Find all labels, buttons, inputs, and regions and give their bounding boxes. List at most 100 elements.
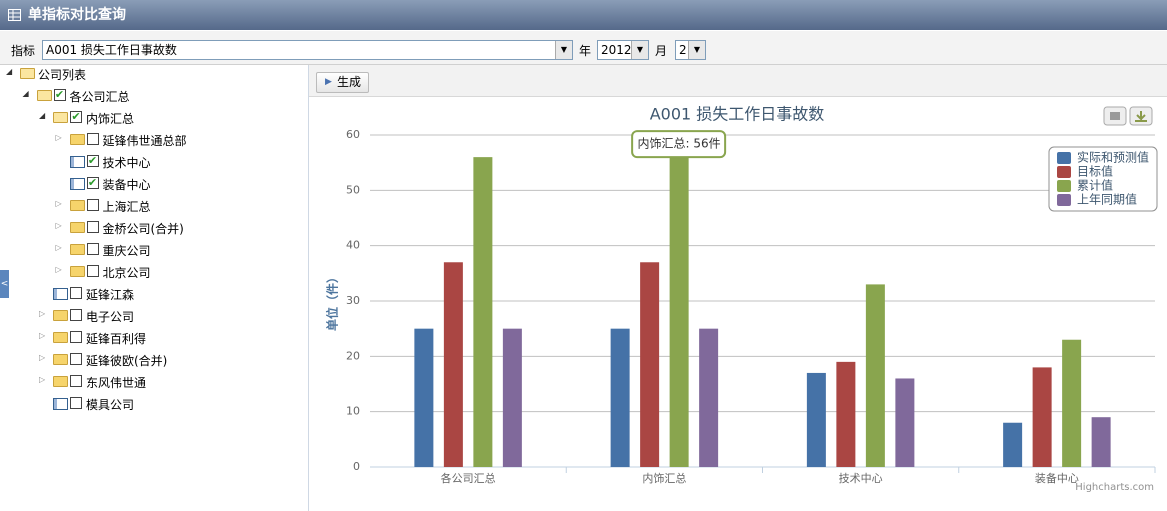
tree-label: 电子公司 <box>86 310 135 324</box>
checkbox[interactable]: ✔ <box>86 176 99 189</box>
tree-label: 模具公司 <box>86 398 135 412</box>
checkbox[interactable] <box>86 265 99 277</box>
year-label: 年 <box>579 44 592 58</box>
expand-toggle: ▷ <box>39 375 46 384</box>
dropdown-arrow: ▼ <box>555 41 572 59</box>
dropdown-arrow: ▼ <box>631 41 648 59</box>
tree-panel <box>0 65 309 511</box>
expand-toggle: ◢ <box>22 89 29 98</box>
tooltip-box <box>631 130 727 159</box>
checkbox[interactable] <box>86 243 99 255</box>
tree-label: 北京公司 <box>102 266 151 280</box>
bar <box>865 284 885 467</box>
year-select[interactable]: 2012 ▼ <box>597 40 649 60</box>
bar <box>1032 367 1052 467</box>
tree-label: 重庆公司 <box>102 244 151 258</box>
chart-title: A001 损失工作日事故数 <box>650 105 825 124</box>
expand-toggle: ◢ <box>39 111 46 120</box>
checkbox[interactable] <box>86 199 99 211</box>
checkbox[interactable] <box>86 133 99 145</box>
checkbox[interactable] <box>70 309 82 321</box>
tree-label: 金桥公司(合并) <box>102 222 184 236</box>
bar <box>1091 417 1111 467</box>
expand-toggle: ◢ <box>6 67 13 76</box>
bar <box>414 328 434 467</box>
tree-label: 东风伟世通 <box>86 376 147 390</box>
header: 单指标对比查询 <box>0 0 1167 30</box>
x-tick-label: 装备中心 <box>1035 471 1079 485</box>
y-tick-label: 20 <box>346 349 360 362</box>
month-label: 月 <box>655 44 668 58</box>
checkbox[interactable]: ✔ <box>53 88 66 101</box>
item-icon <box>53 288 68 300</box>
x-tick-label: 技术中心 <box>839 472 883 485</box>
folder-icon <box>36 90 52 101</box>
checkbox[interactable] <box>70 287 82 299</box>
header-icon <box>8 9 21 21</box>
tree-label: 延锋百利得 <box>86 332 147 346</box>
generate-button[interactable]: ▶ 生成 <box>316 72 369 93</box>
y-tick-label: 10 <box>346 405 360 418</box>
expand-toggle: ▷ <box>55 265 62 274</box>
bar <box>502 328 522 467</box>
legend-label: 上年同期值 <box>1077 192 1137 207</box>
bar <box>836 361 856 467</box>
y-tick-label: 40 <box>346 239 360 252</box>
tree-label: 延锋江森 <box>86 288 135 302</box>
tree-label: 延锋彼欧(合并) <box>86 354 168 368</box>
folder-icon <box>53 112 68 123</box>
folder-icon <box>69 134 85 145</box>
tree-label: 延锋伟世通总部 <box>102 134 187 148</box>
x-tick-label: 内饰汇总 <box>642 471 686 485</box>
legend-label: 累计值 <box>1077 178 1113 193</box>
y-tick-label: 60 <box>346 128 360 141</box>
collapse-tab[interactable]: < <box>0 270 9 298</box>
bar <box>806 372 826 467</box>
legend-swatch <box>1057 194 1071 206</box>
tree-label: 装备中心 <box>102 178 151 192</box>
tree-label: 内饰汇总 <box>86 112 135 126</box>
bar <box>1062 339 1082 467</box>
bar <box>473 157 493 467</box>
month-select[interactable]: 2 ▼ <box>675 40 706 60</box>
indicator-select[interactable]: A001 损失工作日事故数 ▼ <box>42 40 573 60</box>
checkbox[interactable] <box>86 221 99 233</box>
bar <box>443 262 463 467</box>
item-icon <box>53 398 68 410</box>
credits: Highcharts.com <box>1075 482 1154 493</box>
checkbox[interactable]: ✔ <box>70 110 82 123</box>
legend-label: 实际和预测值 <box>1077 150 1149 165</box>
indicator-label: 指标 <box>11 44 36 58</box>
y-axis-label: 单位（件） <box>325 271 340 331</box>
export-icon <box>1135 111 1147 122</box>
dropdown-arrow: ▼ <box>688 41 705 59</box>
print-icon <box>1110 112 1120 120</box>
checkbox[interactable] <box>70 353 82 365</box>
item-icon <box>69 156 85 168</box>
checkbox[interactable]: ✔ <box>86 154 99 167</box>
folder-icon <box>53 376 68 387</box>
x-tick-label: 各公司汇总 <box>441 471 496 485</box>
bar <box>610 328 630 467</box>
y-tick-label: 30 <box>346 294 360 307</box>
expand-toggle: ▷ <box>55 221 62 230</box>
checkbox[interactable] <box>70 375 82 387</box>
tree-label: 技术中心 <box>102 156 151 170</box>
folder-icon <box>69 266 85 277</box>
month-value: 2 <box>679 43 687 57</box>
tree-label: 上海汇总 <box>102 200 151 214</box>
tree-label: 各公司汇总 <box>69 90 130 104</box>
expand-toggle: ▷ <box>55 199 62 208</box>
tree-label: 公司列表 <box>38 68 87 82</box>
tooltip-text: 内饰汇总: 56件 <box>638 137 721 151</box>
expand-toggle: ▷ <box>39 331 46 340</box>
folder-icon <box>69 200 85 211</box>
checkbox[interactable] <box>70 397 82 409</box>
bar <box>640 262 660 467</box>
checkbox[interactable] <box>70 331 82 343</box>
legend-swatch <box>1057 152 1071 164</box>
legend-box <box>1048 146 1158 212</box>
y-tick-label: 0 <box>353 460 360 473</box>
bar <box>1003 422 1023 467</box>
